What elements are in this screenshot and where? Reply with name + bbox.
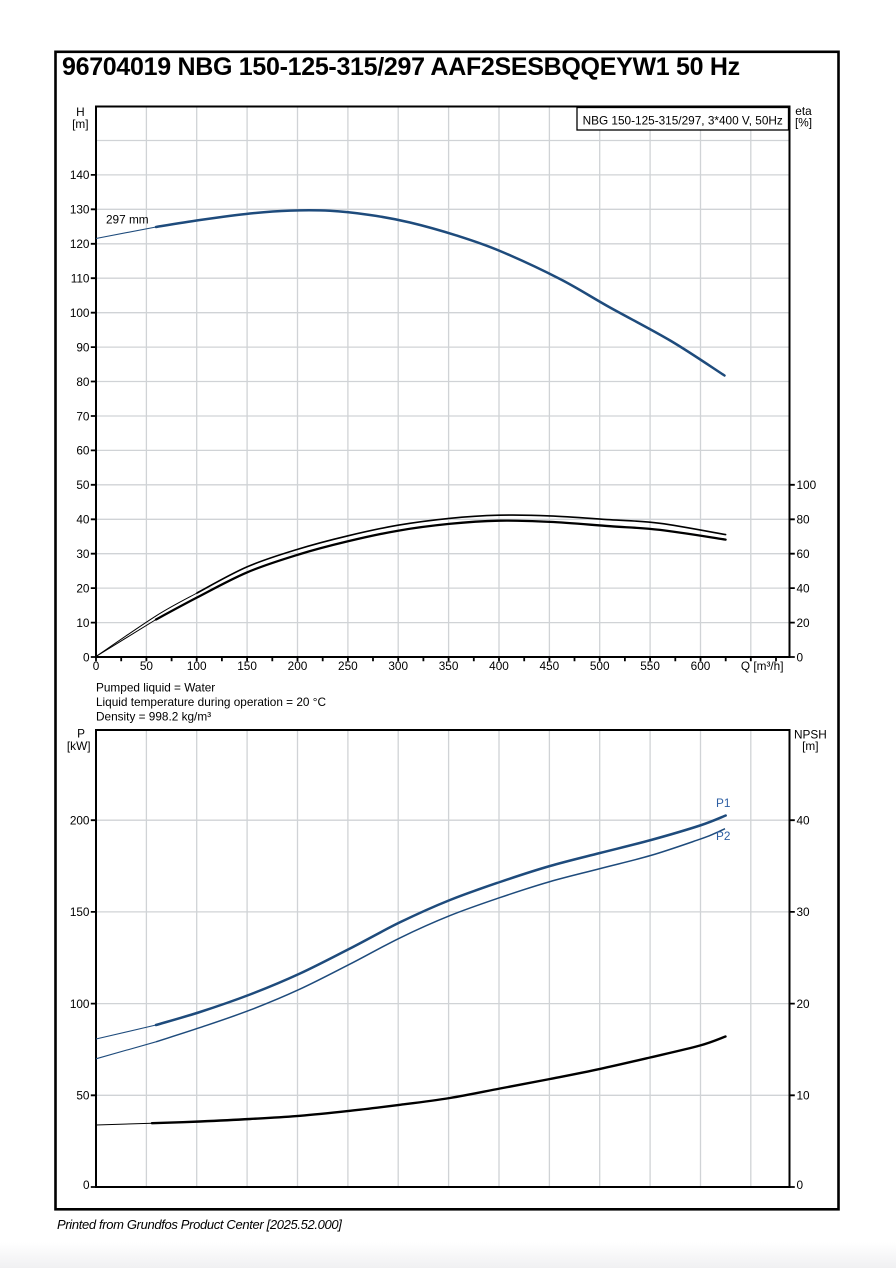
svg-text:20: 20 [797,997,811,1011]
svg-text:400: 400 [489,659,509,673]
svg-text:40: 40 [76,513,90,527]
svg-text:Liquid temperature during oper: Liquid temperature during operation = 20… [96,695,326,709]
svg-text:10: 10 [76,616,90,630]
svg-text:P2: P2 [716,829,730,843]
svg-text:200: 200 [288,659,308,673]
svg-text:NBG 150-125-315/297, 3*400 V,: NBG 150-125-315/297, 3*400 V, 50Hz [583,114,783,128]
svg-text:60: 60 [76,444,90,458]
svg-text:eta: eta [795,104,812,118]
svg-text:350: 350 [439,659,459,673]
svg-text:550: 550 [640,659,660,673]
svg-text:Printed from Grundfos Product: Printed from Grundfos Product Center [20… [57,1217,342,1232]
svg-text:80: 80 [797,513,811,527]
svg-text:100: 100 [797,478,817,492]
svg-text:[m]: [m] [72,117,88,131]
svg-text:Q [m³/h]: Q [m³/h] [741,659,784,673]
svg-text:0: 0 [83,650,90,664]
svg-text:300: 300 [388,659,408,673]
svg-text:60: 60 [797,547,811,561]
svg-text:[%]: [%] [795,116,812,130]
svg-text:30: 30 [76,547,90,561]
svg-text:200: 200 [70,814,90,828]
svg-text:100: 100 [70,997,90,1011]
svg-text:600: 600 [691,659,711,673]
svg-text:Density = 998.2 kg/m³: Density = 998.2 kg/m³ [96,710,211,724]
svg-text:40: 40 [797,581,811,595]
svg-text:140: 140 [70,168,90,182]
svg-text:297 mm: 297 mm [106,212,149,226]
svg-text:50: 50 [140,659,154,673]
svg-text:P: P [77,727,85,741]
svg-text:20: 20 [797,616,811,630]
svg-text:130: 130 [70,203,90,217]
svg-text:70: 70 [76,409,90,423]
svg-text:450: 450 [540,659,560,673]
svg-text:150: 150 [70,905,90,919]
svg-text:[m]: [m] [802,739,818,753]
svg-text:250: 250 [338,659,358,673]
svg-text:NPSH: NPSH [794,727,827,741]
svg-text:P1: P1 [716,796,730,810]
svg-text:30: 30 [797,905,811,919]
svg-text:80: 80 [76,375,90,389]
svg-text:50: 50 [76,1089,90,1103]
svg-text:H: H [76,105,85,119]
svg-text:150: 150 [237,659,257,673]
svg-text:Pumped liquid = Water: Pumped liquid = Water [96,680,215,694]
svg-text:96704019 NBG 150-125-315/297 A: 96704019 NBG 150-125-315/297 AAF2SESBQQE… [62,53,740,81]
svg-text:20: 20 [76,581,90,595]
svg-text:120: 120 [70,237,90,251]
svg-text:40: 40 [797,814,811,828]
svg-text:10: 10 [797,1089,811,1103]
svg-text:110: 110 [71,272,90,286]
svg-text:50: 50 [76,478,90,492]
svg-text:100: 100 [187,659,207,673]
svg-text:0: 0 [797,1178,804,1192]
svg-text:[kW]: [kW] [67,739,91,753]
svg-text:500: 500 [590,659,610,673]
svg-text:90: 90 [76,340,90,354]
svg-text:0: 0 [93,659,100,673]
svg-text:0: 0 [797,650,804,664]
svg-text:0: 0 [83,1178,90,1192]
svg-text:100: 100 [70,306,90,320]
